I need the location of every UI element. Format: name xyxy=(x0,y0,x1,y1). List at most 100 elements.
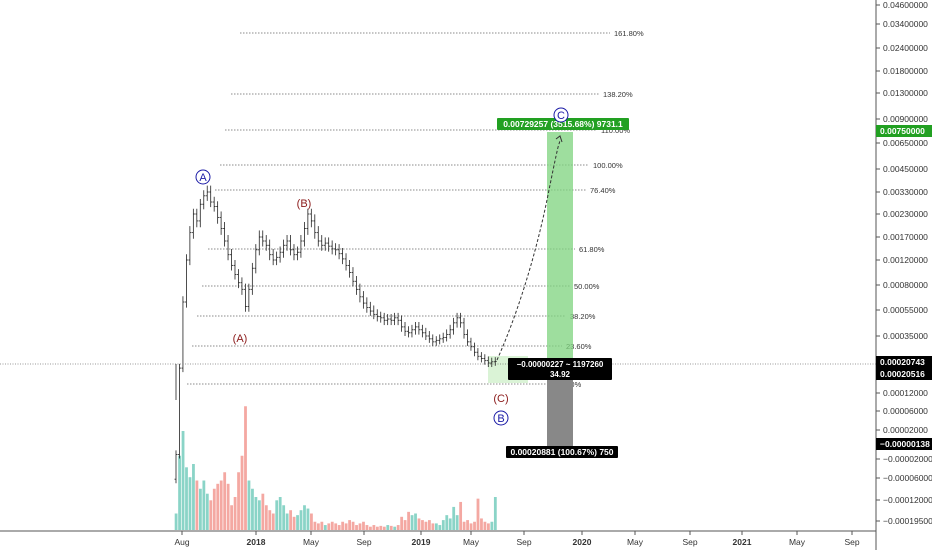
volume-bar xyxy=(473,521,476,530)
volume-bar xyxy=(348,520,351,530)
price-axis-label: 0.00006000 xyxy=(883,406,928,416)
price-candle xyxy=(400,315,404,332)
price-candle xyxy=(382,312,386,326)
price-candle xyxy=(278,246,282,263)
price-candle xyxy=(413,321,417,335)
price-candle xyxy=(420,324,424,338)
price-candle xyxy=(476,348,480,361)
price-candle xyxy=(313,214,317,239)
volume-bar xyxy=(223,472,227,530)
price-tag[interactable]: 0.00750000 xyxy=(876,125,932,137)
wave-label: A xyxy=(195,169,211,185)
price-axis-label: 0.00900000 xyxy=(883,114,928,124)
volume-bar xyxy=(185,467,188,530)
price-candle xyxy=(479,352,483,363)
price-candle xyxy=(330,240,334,255)
volume-bar xyxy=(417,518,421,530)
price-candle xyxy=(268,239,272,261)
fib-level-label: 50.00% xyxy=(574,282,600,291)
fib-level-label: 161.80% xyxy=(614,29,644,38)
price-candle xyxy=(490,357,494,368)
price-candle xyxy=(368,301,372,316)
profit-zone[interactable] xyxy=(547,132,573,364)
volume-bar xyxy=(219,480,223,530)
volume-bar xyxy=(313,521,317,530)
volume-bar xyxy=(483,521,487,530)
wave-label-text: C xyxy=(557,110,565,122)
volume-bar xyxy=(393,526,397,530)
price-candle xyxy=(316,226,320,247)
price-candle xyxy=(250,262,254,295)
price-tag-box xyxy=(876,368,932,380)
volume-bar xyxy=(181,431,185,530)
price-candle xyxy=(379,311,383,323)
wave-label: B xyxy=(493,410,509,426)
price-candle xyxy=(243,283,247,312)
price-candle xyxy=(431,334,435,346)
volume-bar xyxy=(323,525,327,530)
price-candle xyxy=(393,312,397,326)
time-axis-label: Aug xyxy=(174,537,189,547)
volume-bar xyxy=(216,483,220,530)
risk-reward-box xyxy=(508,358,612,380)
volume-bar xyxy=(403,520,407,530)
price-tag-text: −0.00000138 xyxy=(880,439,930,449)
price-candle xyxy=(427,331,431,343)
volume-bar xyxy=(334,523,338,530)
volume-bar xyxy=(192,464,195,530)
price-axis-label: −0.00006000 xyxy=(883,473,932,483)
price-candle xyxy=(410,324,414,338)
price-candle xyxy=(465,329,469,346)
price-axis-label: −0.00002000 xyxy=(883,454,932,464)
price-candle xyxy=(452,317,456,335)
price-candle xyxy=(386,314,390,326)
price-candle xyxy=(389,314,393,326)
price-candle xyxy=(202,190,206,210)
price-tag-box xyxy=(876,356,932,368)
volume-bar xyxy=(476,498,480,530)
volume-bar xyxy=(452,506,456,530)
volume-bar xyxy=(445,515,449,530)
price-candle xyxy=(348,260,351,278)
volume-bar xyxy=(480,518,483,530)
price-candle xyxy=(299,235,303,258)
price-candle xyxy=(292,244,296,261)
price-tag[interactable]: 0.00020743 xyxy=(876,356,932,368)
volume-bar xyxy=(178,455,181,530)
volume-bar xyxy=(330,521,334,530)
volume-bar xyxy=(292,516,296,530)
volume-bar xyxy=(355,525,358,530)
volume-bar xyxy=(310,513,313,530)
price-candle xyxy=(406,326,410,338)
price-candle xyxy=(441,332,445,343)
volume-bar xyxy=(400,516,404,530)
price-candle xyxy=(438,334,442,345)
price-tag[interactable]: 0.00020516 xyxy=(876,368,932,380)
price-candle xyxy=(247,283,251,312)
wave-label-text: (B) xyxy=(297,198,312,210)
volume-bar xyxy=(202,480,206,530)
price-tag[interactable]: −0.00000138 xyxy=(876,438,932,450)
wave-label-text: A xyxy=(199,172,207,184)
price-axis-label: 0.00330000 xyxy=(883,187,928,197)
volume-bar xyxy=(212,488,216,530)
price-candle xyxy=(459,312,463,328)
price-axis-label: 0.00035000 xyxy=(883,331,928,341)
target-label[interactable]: 0.00729257 (3515.68%) 9731.1 xyxy=(497,118,629,130)
price-axis-label: 0.00450000 xyxy=(883,164,928,174)
price-tag-box xyxy=(876,125,932,137)
price-axis-label: 0.00120000 xyxy=(883,255,928,265)
ratio-label-text: 34.92 xyxy=(550,370,571,379)
volume-bar xyxy=(257,500,261,530)
volume-bar xyxy=(469,523,473,530)
stop-label[interactable]: 0.00020881 (100.67%) 750 xyxy=(506,446,618,458)
volume-bar xyxy=(389,525,393,530)
volume-bar xyxy=(198,488,202,530)
volume-bar xyxy=(320,521,324,530)
price-candle xyxy=(198,198,202,228)
price-candle xyxy=(205,185,209,201)
